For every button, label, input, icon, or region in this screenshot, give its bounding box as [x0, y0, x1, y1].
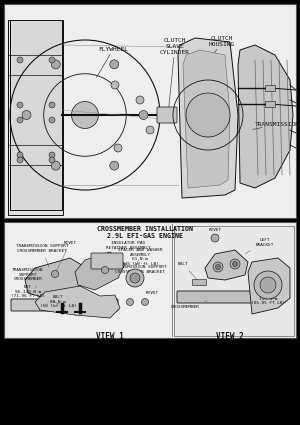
- FancyBboxPatch shape: [177, 291, 259, 303]
- Circle shape: [17, 102, 23, 108]
- Circle shape: [130, 273, 140, 283]
- Circle shape: [139, 110, 148, 119]
- Circle shape: [49, 152, 55, 158]
- Text: LEFT
BRACKET: LEFT BRACKET: [245, 238, 274, 254]
- FancyBboxPatch shape: [10, 20, 62, 210]
- Circle shape: [49, 102, 55, 108]
- Bar: [265, 85, 275, 91]
- Text: CROSSMEMBER: CROSSMEMBER: [171, 301, 207, 309]
- Text: VIEW 2: VIEW 2: [216, 332, 244, 341]
- Polygon shape: [205, 250, 248, 280]
- Circle shape: [114, 144, 122, 152]
- Polygon shape: [178, 38, 238, 198]
- Text: CLUTCH
SLAVE
CYLINDER: CLUTCH SLAVE CYLINDER: [160, 38, 190, 112]
- Circle shape: [51, 161, 60, 170]
- Circle shape: [110, 60, 119, 69]
- Circle shape: [17, 152, 23, 158]
- Polygon shape: [248, 258, 290, 314]
- Text: TRANSMISSION: TRANSMISSION: [253, 122, 299, 130]
- FancyBboxPatch shape: [174, 226, 294, 336]
- Circle shape: [232, 261, 238, 266]
- Circle shape: [146, 126, 154, 134]
- Circle shape: [126, 269, 144, 287]
- Text: SPACER AND WASHER
ASSEMBLY
61 N·m
(45 lbf·ft LB): SPACER AND WASHER ASSEMBLY 61 N·m (45 lb…: [118, 248, 162, 266]
- FancyBboxPatch shape: [157, 107, 177, 123]
- Circle shape: [110, 161, 119, 170]
- Circle shape: [22, 110, 31, 119]
- Circle shape: [127, 298, 134, 306]
- Bar: [265, 101, 275, 107]
- Circle shape: [52, 270, 58, 278]
- FancyBboxPatch shape: [8, 20, 63, 215]
- Text: RIVET: RIVET: [145, 291, 159, 302]
- Text: TRANSMISSION
SUPPORT
CROSSMEMBER: TRANSMISSION SUPPORT CROSSMEMBER: [12, 268, 44, 288]
- Circle shape: [215, 264, 220, 269]
- FancyBboxPatch shape: [91, 253, 123, 269]
- Circle shape: [111, 81, 119, 89]
- Circle shape: [71, 102, 98, 128]
- Circle shape: [51, 60, 60, 69]
- Circle shape: [101, 266, 109, 274]
- Circle shape: [142, 298, 148, 306]
- Text: CLUTCH
HOUSING: CLUTCH HOUSING: [209, 36, 235, 53]
- Text: TRANSMISSION SUPPORT
CROSSMEMBER BRACKET: TRANSMISSION SUPPORT CROSSMEMBER BRACKET: [114, 265, 166, 278]
- Text: RIVET: RIVET: [208, 228, 222, 238]
- Text: VIEW 1: VIEW 1: [96, 332, 124, 341]
- Polygon shape: [25, 258, 90, 298]
- Text: NUT
115 N·m
(85.95 FT LB): NUT 115 N·m (85.95 FT LB): [251, 292, 285, 305]
- Bar: [192, 279, 206, 285]
- Circle shape: [17, 157, 23, 163]
- FancyBboxPatch shape: [11, 299, 118, 311]
- Bar: [4, 4, 296, 218]
- Circle shape: [136, 96, 144, 104]
- Circle shape: [17, 117, 23, 123]
- Circle shape: [49, 157, 55, 163]
- Text: NUT
96-130 N·m
(71-96 FT LB): NUT 96-130 N·m (71-96 FT LB): [11, 285, 59, 304]
- Polygon shape: [183, 50, 230, 188]
- Circle shape: [260, 277, 276, 293]
- Text: TRANSMISSION SUPPORT
CROSSMEMBER BRACKET: TRANSMISSION SUPPORT CROSSMEMBER BRACKET: [16, 244, 68, 267]
- Circle shape: [230, 259, 240, 269]
- Text: INSULATOR PAD
RETAINER ASSEMBLY: INSULATOR PAD RETAINER ASSEMBLY: [106, 241, 150, 259]
- Circle shape: [254, 271, 282, 299]
- Text: FLYWHEEL: FLYWHEEL: [96, 47, 128, 78]
- Circle shape: [186, 93, 230, 137]
- Polygon shape: [75, 252, 125, 290]
- Polygon shape: [35, 286, 120, 318]
- Text: CROSSMEMBER INSTALLATION
2.9L EFI-GAS ENGINE: CROSSMEMBER INSTALLATION 2.9L EFI-GAS EN…: [97, 226, 193, 239]
- Text: RIVET: RIVET: [56, 241, 76, 272]
- Circle shape: [17, 57, 23, 63]
- Circle shape: [213, 262, 223, 272]
- Polygon shape: [238, 45, 293, 188]
- Circle shape: [211, 234, 219, 242]
- Circle shape: [49, 57, 55, 63]
- Circle shape: [49, 117, 55, 123]
- Text: BOLT
68 N·m
(50 lbf·ft LB): BOLT 68 N·m (50 lbf·ft LB): [40, 295, 80, 308]
- Bar: [4, 222, 296, 338]
- Text: BOLT: BOLT: [178, 262, 198, 281]
